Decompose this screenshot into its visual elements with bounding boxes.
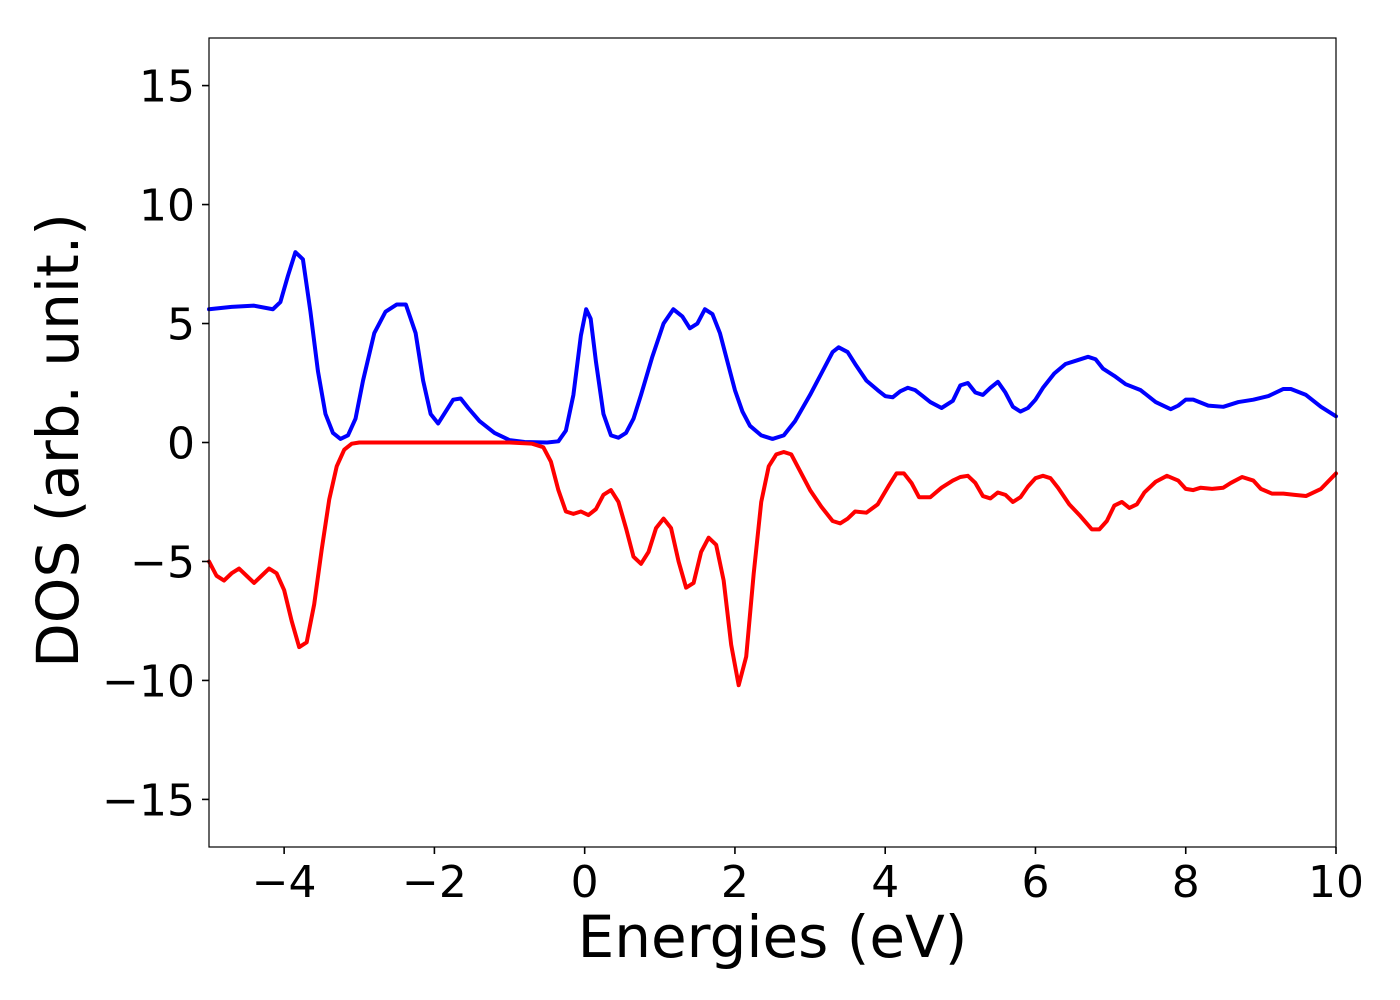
series-line-2 — [207, 440, 1338, 688]
y-axis-title: DOS (arb. unit.) — [24, 213, 92, 668]
x-tick-label: 4 — [871, 857, 899, 908]
x-tick-label: 0 — [571, 857, 599, 908]
x-axis: −4 −2 0 2 4 6 8 10 — [252, 847, 1364, 908]
x-tick-label: 8 — [1172, 857, 1200, 908]
y-tick-label: −10 — [102, 656, 195, 707]
series-layer — [207, 250, 1338, 688]
y-axis: 15 10 5 0 −5 −10 −15 — [102, 62, 209, 826]
x-axis-title: Energies (eV) — [578, 903, 968, 971]
y-tick-label: −5 — [130, 537, 195, 588]
x-tick-label: 6 — [1021, 857, 1049, 908]
x-tick-label: −2 — [402, 857, 467, 908]
y-tick-label: 10 — [139, 181, 195, 232]
y-tick-label: 0 — [167, 419, 195, 470]
x-tick-label: 10 — [1308, 857, 1364, 908]
series-line-1 — [207, 250, 1338, 445]
x-tick-label: 2 — [721, 857, 749, 908]
x-tick-label: −4 — [252, 857, 317, 908]
y-tick-label: 5 — [167, 300, 195, 351]
y-tick-label: −15 — [102, 775, 195, 826]
y-tick-label: 15 — [139, 62, 195, 113]
